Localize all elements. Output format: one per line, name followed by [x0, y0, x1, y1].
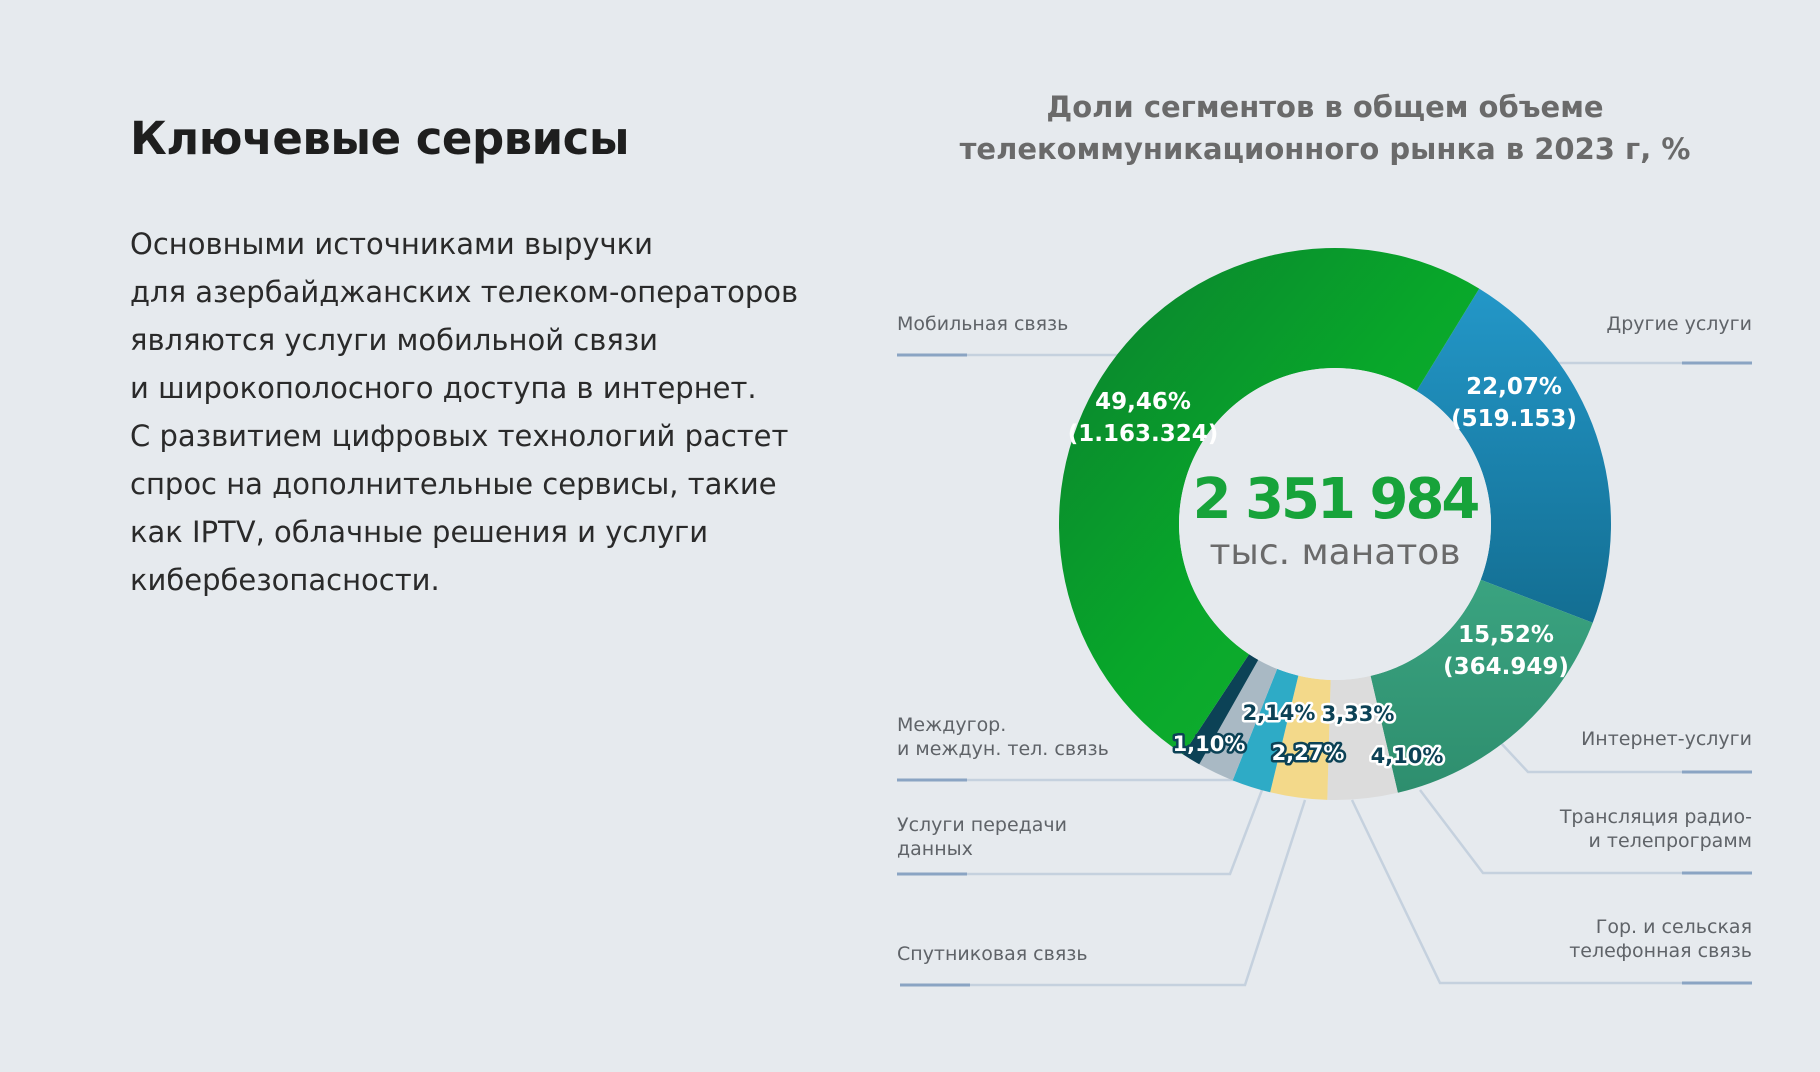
legend-broadcasting-leader [1419, 789, 1752, 875]
total-unit: тыс. манатов [1209, 532, 1460, 573]
legend-data-transmission-leader [897, 789, 1264, 876]
description-line: кибербезопасности. [130, 563, 440, 597]
legend-broadcasting-line-2: и телепрограмм [1589, 830, 1752, 852]
legend-mobile: Мобильная связь [897, 313, 1068, 335]
description-line: как IPTV, облачные решения и услуги [130, 515, 709, 549]
description-line: являются услуги мобильной связи [130, 323, 659, 357]
slice-data-transmission [1199, 659, 1278, 781]
slice-fixed-telephony [1270, 675, 1331, 800]
chart-title-line-1: Доли сегментов в общем объеме [1046, 90, 1604, 124]
label-other-services-percent: 22,07% [1466, 374, 1562, 400]
label-broadcasting-percent: 4,10% [1371, 744, 1444, 768]
slice-broadcasting [1327, 675, 1398, 800]
slice-long-distance [1182, 654, 1259, 765]
legend-fixed-telephony-line-1: Гор. и сельская [1596, 916, 1752, 938]
label-mobile-value: (1.163.324) [1068, 421, 1219, 447]
label-other-services-value: (519.153) [1451, 406, 1577, 432]
label-fixed-telephony-percent: 3,33% [1322, 702, 1395, 726]
label-satellite-percent: 2,27% [1272, 741, 1345, 765]
legend-satellite: Спутниковая связь [897, 943, 1088, 965]
description-line: спрос на дополнительные сервисы, такие [130, 467, 777, 501]
total-value: 2 351 984 [1193, 467, 1479, 532]
legend-long-distance-line-2: и междун. тел. связь [897, 738, 1109, 760]
legend-internet: Интернет-услуги [1581, 728, 1752, 750]
description-line: С развитием цифровых технологий растет [130, 419, 789, 453]
slice-internet [1370, 579, 1593, 793]
label-long-distance-percent: 1,10% [1173, 732, 1246, 756]
slice-other-services [1416, 288, 1611, 623]
legend-satellite-leader [900, 799, 1307, 987]
slice-labels: 22,07% (519.153) 15,52% (364.949) 4,10% 3,33%… [1068, 374, 1577, 771]
legend-other-services: Другие услуги [1606, 313, 1752, 335]
legend-internet-leader [1499, 741, 1752, 774]
chart-title-line-2: телекоммуникационного рынка в 2023 г, % [959, 132, 1691, 166]
legend-data-transmission-line-1: Услуги передачи [897, 814, 1067, 836]
legend-labels: Другие услуги Интернет-услуги Трансляция р… [897, 313, 1752, 965]
slice-satellite [1232, 668, 1299, 793]
label-internet-percent: 15,52% [1458, 622, 1554, 648]
description-line: и широкополосного доступа в интернет. [130, 371, 757, 405]
label-data-transmission-percent: 2,14% [1243, 701, 1316, 725]
page-title: Ключевые сервисы [130, 112, 630, 165]
description-line: Основными источниками выручки [130, 227, 654, 261]
slice-mobile [1058, 247, 1480, 755]
legend-data-transmission-line-2: данных [897, 838, 973, 860]
description-line: для азербайджанских телеком-операторов [130, 275, 799, 309]
label-mobile-percent: 49,46% [1095, 389, 1191, 415]
legend-fixed-telephony-leader [1350, 799, 1752, 985]
legend-broadcasting-line-1: Трансляция радио- [1559, 806, 1752, 828]
legend-long-distance-line-1: Междугор. [897, 714, 1006, 736]
description: Основными источниками выручки для азерба… [130, 220, 830, 604]
legend-fixed-telephony-line-2: телефонная связь [1569, 940, 1752, 962]
donut-hole [1179, 368, 1491, 680]
donut-slices [1058, 247, 1611, 800]
label-internet-value: (364.949) [1443, 654, 1569, 680]
